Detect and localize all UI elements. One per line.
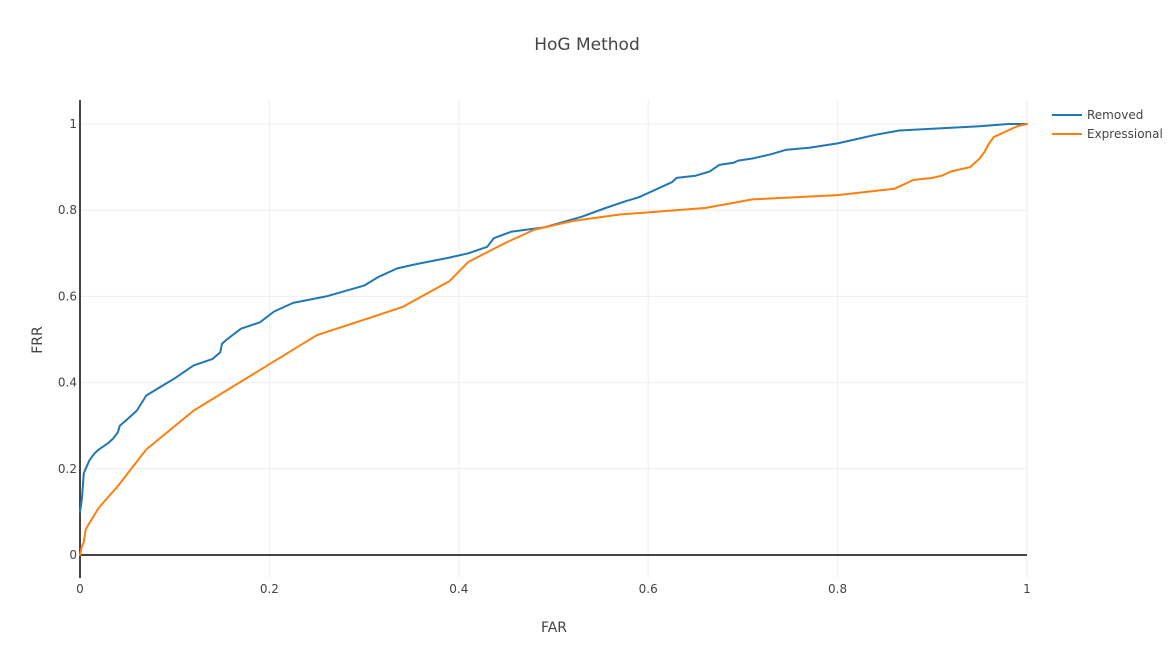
- x-axis-title: FAR: [541, 620, 567, 636]
- y-tick-label: 1: [69, 117, 77, 131]
- y-tick-label: 0: [69, 548, 77, 562]
- grid: [80, 100, 1028, 578]
- plot-series: [79, 123, 1028, 556]
- legend-item-removed[interactable]: Removed: [1052, 108, 1143, 122]
- chart-title: HoG Method: [534, 35, 640, 55]
- legend-label: Expressional: [1087, 127, 1163, 141]
- y-tick-label: 0.2: [58, 462, 77, 476]
- y-tick-label: 0.4: [58, 376, 77, 390]
- x-tick-label: 0: [76, 582, 84, 596]
- x-tick-label: 0.6: [639, 582, 658, 596]
- y-tick-label: 0.6: [58, 289, 77, 303]
- x-tick-label: 0.8: [828, 582, 847, 596]
- legend-item-expressional[interactable]: Expressional: [1052, 127, 1163, 141]
- x-tick-label: 0.2: [260, 582, 279, 596]
- series-line-expressional: [79, 123, 1028, 556]
- series-line-removed: [79, 123, 1028, 513]
- y-axis-title: FRR: [30, 326, 46, 354]
- x-tick-label: 1: [1023, 582, 1031, 596]
- legend[interactable]: Removed Expressional: [1052, 108, 1163, 141]
- legend-label: Removed: [1087, 108, 1143, 122]
- x-tick-label: 0.4: [449, 582, 468, 596]
- axes: 0 0.2 0.4 0.6 0.8 1 0 0.2 0.4 0.6 0.8 1: [58, 100, 1031, 596]
- y-tick-label: 0.8: [58, 203, 77, 217]
